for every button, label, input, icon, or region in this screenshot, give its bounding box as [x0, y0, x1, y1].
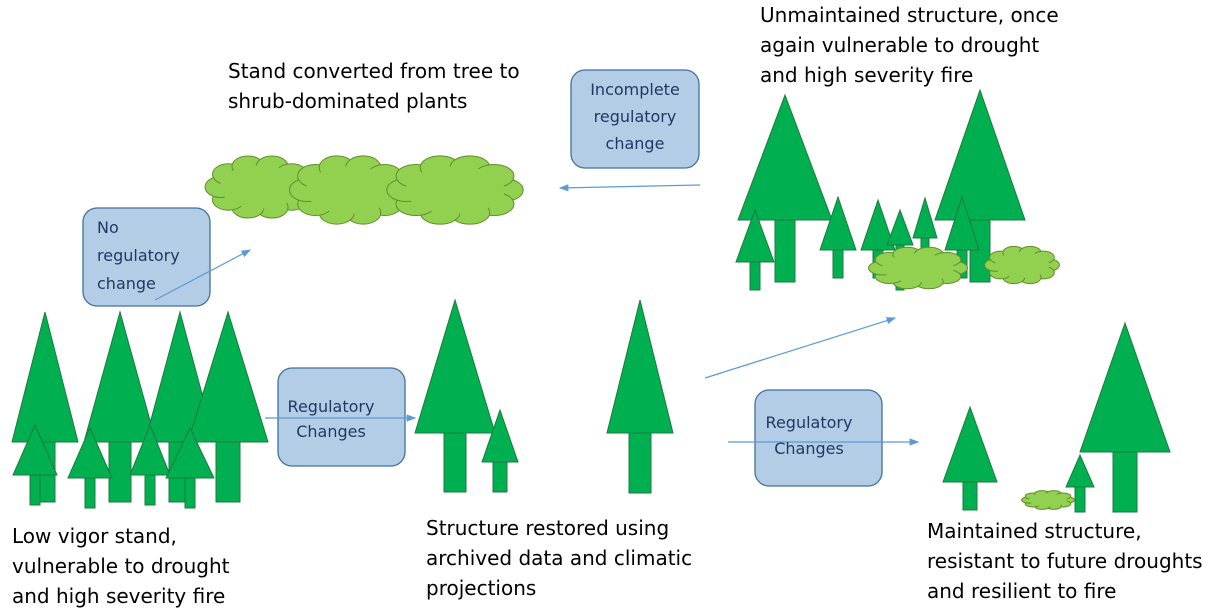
shrub-body — [306, 166, 394, 214]
box-label: regulatory — [97, 246, 180, 265]
shrub — [1022, 491, 1075, 510]
tree-trunk — [185, 476, 195, 508]
box-label: Regulatory — [766, 413, 853, 432]
label-line: and high severity fire — [12, 584, 225, 608]
shrub-body — [1029, 494, 1067, 507]
shrub-body — [405, 166, 504, 214]
tree-trunk — [444, 431, 466, 492]
tree-crown — [12, 312, 78, 442]
label-line: projections — [426, 576, 536, 600]
tree-crown — [943, 407, 997, 482]
label-line: Structure restored using — [426, 516, 669, 540]
label-line: archived data and climatic — [426, 546, 692, 570]
tree-trunk — [833, 248, 843, 278]
tree-crown — [415, 300, 495, 433]
tree-trunk — [85, 476, 95, 508]
tree-trunk — [493, 460, 507, 492]
box-label: change — [606, 134, 665, 153]
tree-trunk — [1075, 485, 1085, 512]
arrow — [705, 318, 895, 378]
tree-crown — [1080, 323, 1170, 452]
box-label: change — [97, 274, 156, 293]
label-line: again vulnerable to drought — [760, 33, 1039, 57]
tree-crown — [887, 210, 913, 245]
tree-trunk — [750, 260, 760, 290]
tree-crown — [1066, 455, 1094, 487]
box-label: Incomplete — [590, 80, 680, 99]
tree-trunk — [109, 440, 131, 502]
tree-trunk — [1113, 450, 1137, 512]
label-line: Unmaintained structure, once — [760, 3, 1059, 27]
label-line: Low vigor stand, — [12, 524, 177, 548]
shrub-body — [220, 165, 300, 208]
tree-crown — [913, 198, 937, 238]
tree-trunk — [963, 480, 977, 510]
label-line: and high severity fire — [760, 63, 973, 87]
arrow — [560, 185, 700, 188]
tree-trunk — [629, 431, 651, 493]
tree-trunk — [30, 473, 40, 505]
label-line: vulnerable to drought — [12, 554, 230, 578]
tree-crown — [84, 312, 156, 442]
tree-crown — [935, 90, 1025, 220]
shrub — [387, 156, 523, 224]
label-line: shrub-dominated plants — [228, 89, 467, 113]
tree-trunk — [775, 218, 795, 282]
box-label: Changes — [774, 439, 844, 458]
shrub — [869, 247, 968, 288]
shrub — [985, 246, 1060, 283]
box-label: Regulatory — [288, 397, 375, 416]
tree-crown — [188, 312, 268, 442]
label-line: and resilient to fire — [927, 579, 1116, 603]
tree-trunk — [145, 473, 155, 505]
tree-crown — [607, 300, 673, 433]
box-label: No — [97, 218, 119, 237]
box — [755, 390, 882, 486]
label-line: Maintained structure, — [927, 519, 1142, 543]
box — [278, 368, 405, 466]
diagram: Stand converted from tree to shrub-domina… — [0, 0, 1218, 609]
shrub-body — [882, 254, 954, 283]
tree-crown — [738, 95, 832, 220]
label-line: Stand converted from tree to — [228, 59, 520, 83]
tree-trunk — [216, 440, 240, 502]
box-label: regulatory — [594, 107, 677, 126]
box-label: Changes — [296, 422, 366, 441]
shrub-body — [995, 252, 1049, 278]
label-line: resistant to future droughts — [927, 549, 1203, 573]
